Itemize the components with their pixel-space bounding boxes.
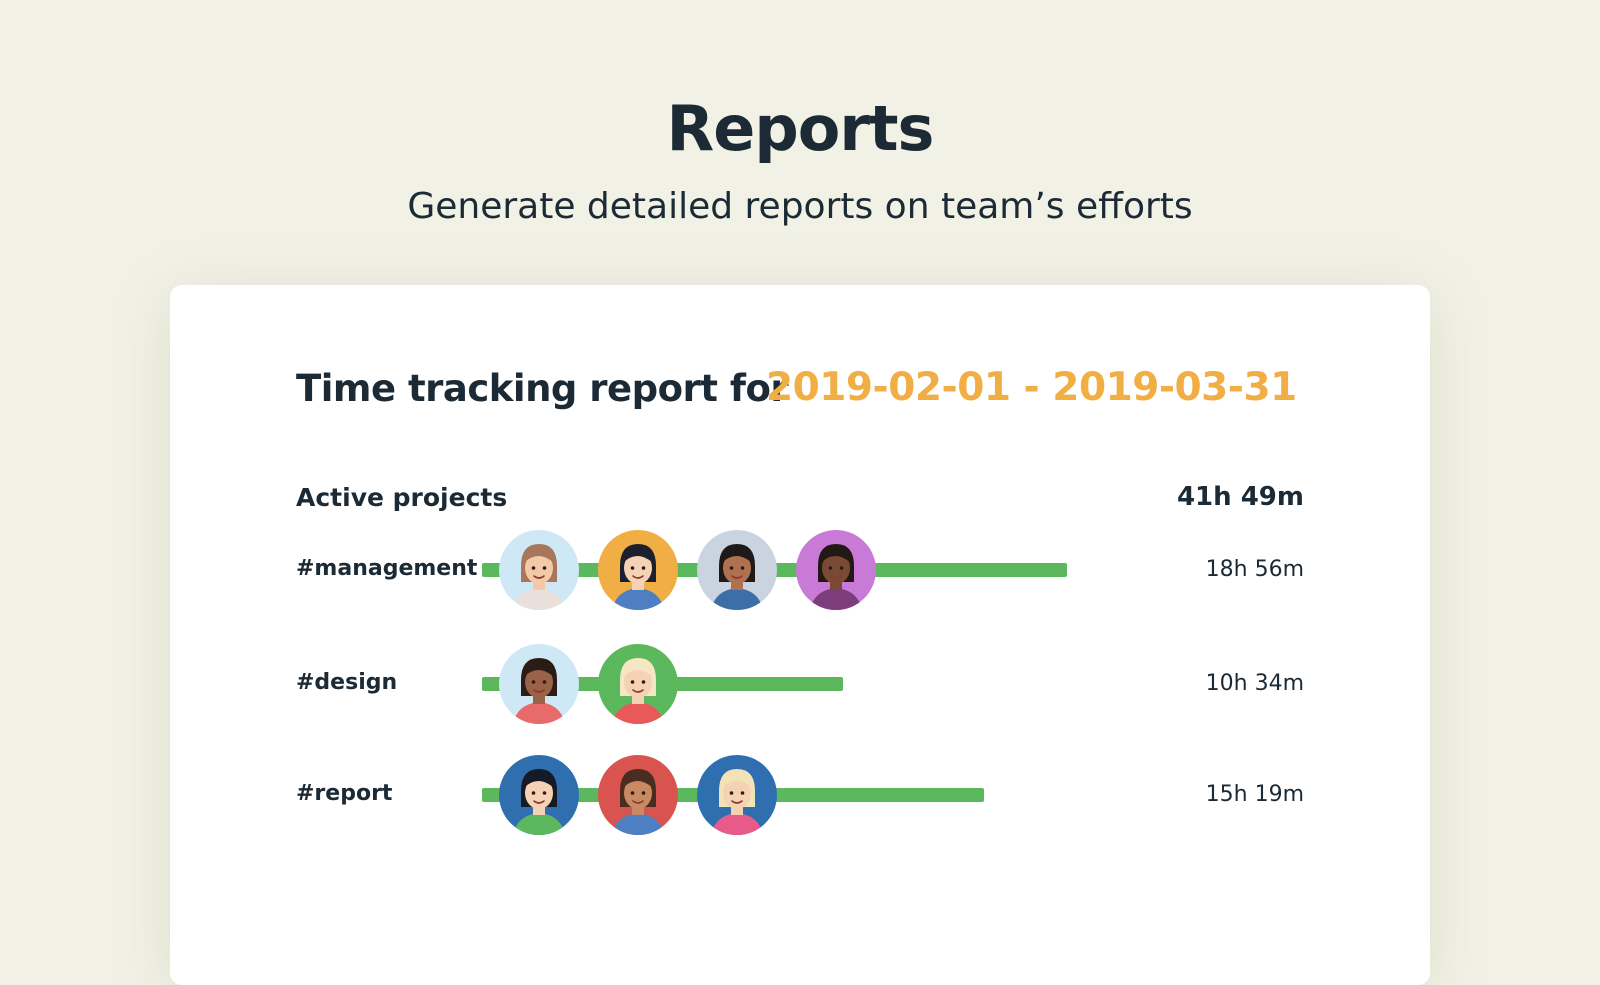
project-time: 18h 56m xyxy=(1205,557,1304,582)
active-projects-label: Active projects xyxy=(296,483,508,512)
project-name: #design xyxy=(296,670,398,695)
project-row[interactable]: #design 10h 34m xyxy=(170,644,1430,724)
project-time: 15h 19m xyxy=(1205,782,1304,807)
avatar[interactable] xyxy=(796,530,876,610)
project-time: 10h 34m xyxy=(1205,671,1304,696)
avatar[interactable] xyxy=(697,530,777,610)
avatar[interactable] xyxy=(499,644,579,724)
page-subtitle: Generate detailed reports on team’s effo… xyxy=(407,186,1193,227)
total-time: 41h 49m xyxy=(1176,482,1304,512)
report-date-range[interactable]: 2019-02-01 - 2019-03-31 xyxy=(766,365,1297,410)
avatar[interactable] xyxy=(499,530,579,610)
report-card: Time tracking report for 2019-02-01 - 20… xyxy=(170,285,1430,985)
project-row[interactable]: #report 15h 19m xyxy=(170,755,1430,835)
project-name: #management xyxy=(296,556,478,581)
project-name: #report xyxy=(296,781,393,806)
project-row[interactable]: #management 18h 56m xyxy=(170,530,1430,610)
avatar[interactable] xyxy=(499,755,579,835)
avatar[interactable] xyxy=(598,755,678,835)
avatar[interactable] xyxy=(697,755,777,835)
report-heading: Time tracking report for xyxy=(296,367,789,410)
avatar[interactable] xyxy=(598,530,678,610)
page-title: Reports xyxy=(666,92,935,165)
avatar[interactable] xyxy=(598,644,678,724)
